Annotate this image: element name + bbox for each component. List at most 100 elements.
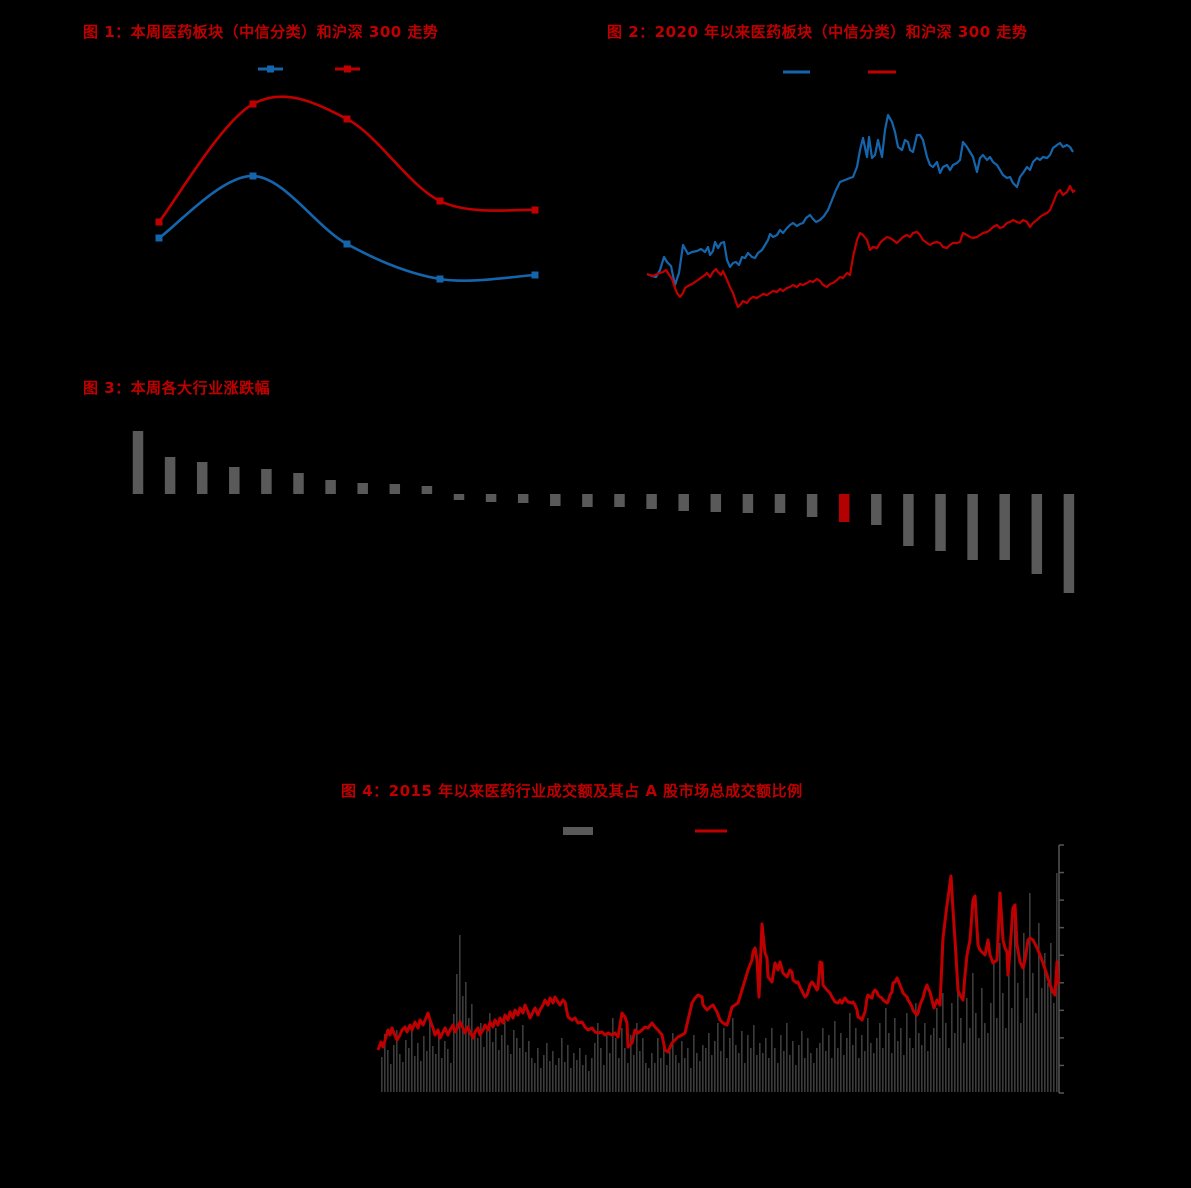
figure4-volume-bar-190	[951, 1003, 953, 1092]
figure3-bar-12	[517, 494, 529, 503]
figure4-volume-bar-1	[384, 1034, 386, 1092]
figure4-volume-bar-147	[822, 1028, 824, 1092]
figure4-volume-bar-172	[897, 1041, 899, 1092]
figure4-volume-bar-13	[420, 1061, 422, 1092]
figure4-volume-bar-187	[942, 993, 944, 1092]
figure4-volume-bar-6	[399, 1054, 401, 1092]
figure4-volume-bar-85	[636, 1023, 638, 1092]
figure3-bar-22	[838, 494, 850, 522]
figure4-volume-bar-131	[774, 1048, 776, 1092]
figure4-volume-bar-192	[957, 983, 959, 1092]
figure4-volume-bar-48	[525, 1052, 527, 1092]
figure3-bar-29	[1063, 494, 1075, 593]
figure4-volume-bar-9	[408, 1048, 410, 1092]
figure4-volume-bar-184	[933, 1028, 935, 1092]
figure4-volume-bar-17	[432, 1046, 434, 1092]
figure4-volume-bar-25	[456, 974, 458, 1092]
figure4-volume-bar-188	[945, 1023, 947, 1092]
figure4-volume-bar-58	[555, 1065, 557, 1092]
figure4-volume-bar-218	[1035, 1013, 1037, 1092]
figure4-volume-bar-86	[639, 1051, 641, 1092]
figure1-series-red-marker-1	[249, 100, 257, 108]
figure4-volume-bar-26	[459, 935, 461, 1092]
figure4-volume-bar-161	[864, 1051, 866, 1092]
figure4-volume-bar-79	[618, 1058, 620, 1092]
figure4-volume-bar-182	[927, 1051, 929, 1092]
figure3-bar-18	[710, 494, 722, 512]
figure3-bar-5	[293, 473, 304, 494]
figure4-volume-bar-55	[546, 1043, 548, 1092]
figure4-volume-bar-104	[693, 1035, 695, 1092]
figure4-volume-bar-69	[588, 1071, 590, 1092]
figure4-volume-bar-122	[747, 1035, 749, 1092]
figure4-volume-bar-20	[441, 1058, 443, 1092]
figure3-bar-10	[453, 494, 465, 500]
figure4-volume-bar-15	[426, 1051, 428, 1092]
figure4-volume-bar-3	[390, 1064, 392, 1092]
figure4-volume-bar-81	[624, 1048, 626, 1092]
figure4-volume-bar-105	[696, 1053, 698, 1092]
figure1-title: 图 1：本周医药板块（中信分类）和沪深 300 走势	[83, 23, 439, 41]
figure4-volume-bar-110	[711, 1055, 713, 1092]
figure4-volume-bar-127	[762, 1053, 764, 1092]
figure4-volume-bar-171	[894, 1018, 896, 1092]
figure4-volume-bar-74	[603, 1065, 605, 1092]
figure4-volume-bar-134	[783, 1051, 785, 1092]
figure4-volume-bar-154	[843, 1055, 845, 1092]
figure3-bar-23	[871, 494, 882, 525]
figure4-volume-bar-19	[438, 1031, 440, 1092]
figure4-volume-bar-167	[882, 1048, 884, 1092]
figure4-volume-bar-51	[534, 1063, 536, 1092]
figure4-volume-bar-164	[873, 1053, 875, 1092]
figure4-volume-bar-35	[486, 1031, 488, 1092]
figure4-volume-bar-98	[675, 1055, 677, 1092]
figure4-volume-bar-179	[918, 1033, 920, 1092]
figure4-volume-bar-42	[507, 1045, 509, 1092]
figure4-volume-bar-40	[501, 1035, 503, 1092]
figure4-volume-bar-186	[939, 1038, 941, 1092]
figure4-title: 图 4：2015 年以来医药行业成交额及其占 A 股市场总成交额比例	[341, 782, 803, 800]
figure1-series-red	[157, 95, 537, 224]
figure4-volume-bar-102	[687, 1048, 689, 1092]
figure4-volume-bar-59	[558, 1058, 560, 1092]
figure4-volume-bar-50	[531, 1058, 533, 1092]
figure1-legend-marker-0	[267, 65, 274, 73]
figure4-volume-bar-130	[771, 1028, 773, 1092]
figure4-volume-bar-117	[732, 1018, 734, 1092]
figure4-volume-bar-140	[801, 1031, 803, 1092]
figure4-volume-bar-65	[576, 1060, 578, 1092]
figure3-bar-3	[229, 467, 240, 494]
figure4-volume-bar-97	[672, 1033, 674, 1092]
figure3-bar-20	[774, 494, 786, 513]
figure4-volume-bar-63	[570, 1068, 572, 1092]
figure4-volume-bar-28	[465, 982, 467, 1092]
figure4-volume-bar-38	[495, 1028, 497, 1092]
figure4-volume-bar-197	[972, 973, 974, 1092]
figure4-volume-bar-224	[1053, 1003, 1055, 1092]
figure4-volume-bar-194	[963, 1043, 965, 1092]
figure4-volume-bar-211	[1014, 913, 1016, 1092]
figure4-volume-bar-133	[780, 1035, 782, 1092]
figure1-series-red-marker-2	[343, 115, 351, 123]
figure2-series-red	[646, 184, 1076, 309]
figure4-volume-bar-91	[654, 1063, 656, 1092]
figure4-volume-bar-11	[414, 1056, 416, 1092]
figure4-volume-bar-76	[609, 1053, 611, 1092]
figure4-volume-bar-78	[615, 1038, 617, 1092]
figure4-volume-bar-67	[582, 1065, 584, 1092]
figure4-volume-bar-160	[861, 1035, 863, 1092]
figure4-volume-bar-71	[594, 1043, 596, 1092]
figure1-series-red-marker-0	[155, 218, 163, 226]
figure3-bar-6	[325, 480, 336, 494]
figure4-volume-bar-64	[573, 1053, 575, 1092]
figure4-volume-bar-29	[468, 1018, 470, 1092]
figure4-volume-bar-181	[924, 1023, 926, 1092]
figure4-volume-bar-162	[867, 1018, 869, 1092]
figure4-volume-bar-146	[819, 1043, 821, 1092]
figure4-volume-bar-208	[1005, 1028, 1007, 1092]
figure1-legend-marker-1	[344, 65, 351, 73]
figure2-title: 图 2：2020 年以来医药板块（中信分类）和沪深 300 走势	[607, 23, 1028, 41]
figure4-volume-bar-53	[540, 1068, 542, 1092]
figure3-title: 图 3：本周各大行业涨跌幅	[83, 379, 271, 397]
